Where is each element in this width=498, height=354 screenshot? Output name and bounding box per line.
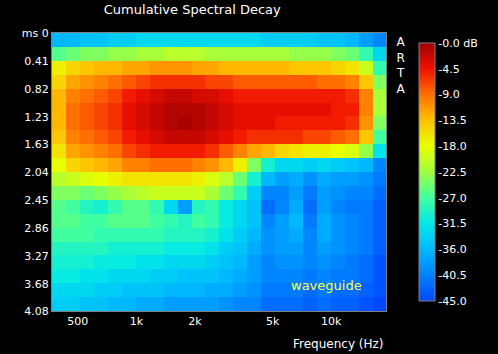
svg-text:-4.5: -4.5 bbox=[438, 63, 459, 76]
svg-text:-18.0: -18.0 bbox=[438, 140, 466, 153]
svg-text:2.45: 2.45 bbox=[24, 194, 49, 207]
svg-text:Frequency (Hz): Frequency (Hz) bbox=[293, 337, 384, 351]
svg-text:1.23: 1.23 bbox=[24, 111, 49, 124]
svg-text:-0.0 dB: -0.0 dB bbox=[438, 37, 478, 50]
svg-text:1k: 1k bbox=[130, 315, 144, 328]
svg-text:-45.0: -45.0 bbox=[438, 295, 466, 308]
svg-text:3.68: 3.68 bbox=[24, 278, 49, 291]
svg-text:-13.5: -13.5 bbox=[438, 114, 466, 127]
svg-text:10k: 10k bbox=[321, 315, 342, 328]
svg-text:-40.5: -40.5 bbox=[438, 269, 466, 282]
svg-text:2.04: 2.04 bbox=[24, 166, 49, 179]
svg-text:waveguide: waveguide bbox=[291, 278, 362, 293]
svg-text:-22.5: -22.5 bbox=[438, 166, 466, 179]
svg-text:2k: 2k bbox=[188, 315, 202, 328]
svg-text:ms 0: ms 0 bbox=[22, 27, 49, 40]
svg-text:ARTA: ARTA bbox=[396, 35, 406, 96]
svg-text:0.82: 0.82 bbox=[24, 83, 49, 96]
svg-text:3.27: 3.27 bbox=[24, 250, 49, 263]
svg-text:-9.0: -9.0 bbox=[438, 88, 459, 101]
svg-text:Cumulative Spectral Decay: Cumulative Spectral Decay bbox=[104, 2, 281, 17]
svg-text:1.63: 1.63 bbox=[24, 138, 49, 151]
svg-text:-36.0: -36.0 bbox=[438, 243, 466, 256]
svg-text:-31.5: -31.5 bbox=[438, 217, 466, 230]
svg-text:0.41: 0.41 bbox=[24, 55, 49, 68]
svg-text:-27.0: -27.0 bbox=[438, 192, 466, 205]
svg-text:4.08: 4.08 bbox=[24, 305, 49, 318]
svg-text:500: 500 bbox=[67, 315, 88, 328]
svg-text:2.86: 2.86 bbox=[24, 222, 49, 235]
svg-text:5k: 5k bbox=[266, 315, 280, 328]
